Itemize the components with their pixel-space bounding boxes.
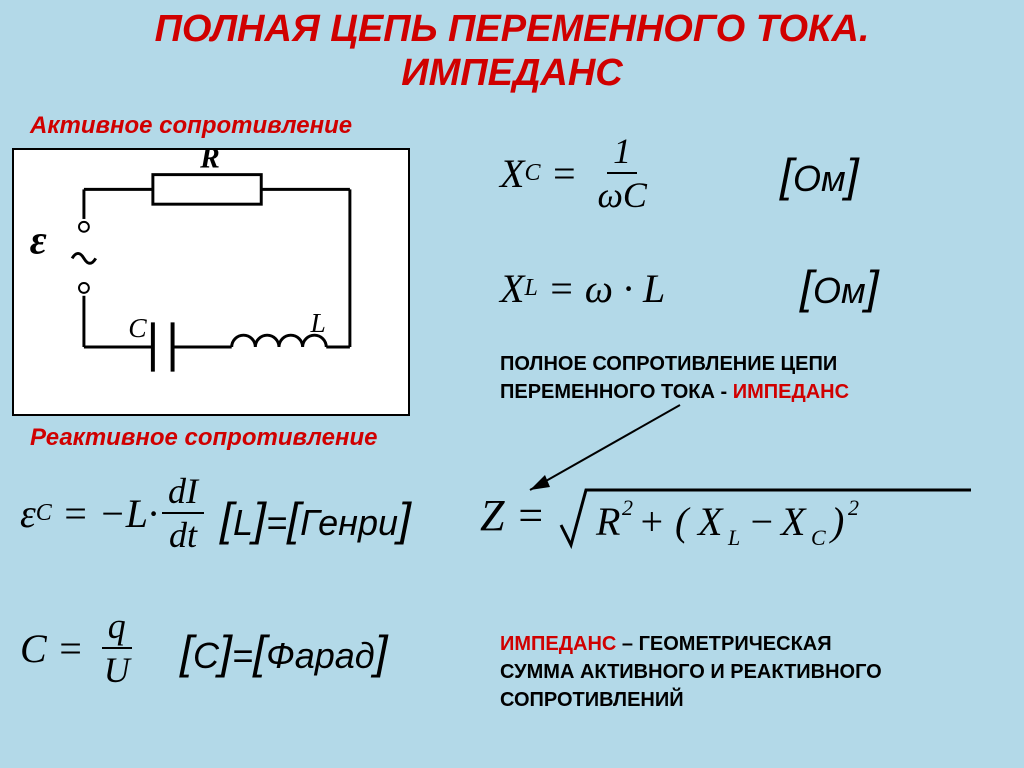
page-title: ПОЛНАЯ ЦЕПЬ ПЕРЕМЕННОГО ТОКА. ИМПЕДАНС: [0, 0, 1024, 95]
svg-text:R: R: [595, 499, 620, 544]
svg-text:+ (: + (: [638, 499, 691, 544]
title-line-2: ИМПЕДАНС: [401, 52, 622, 94]
unit-xc: [Ом]: [780, 148, 859, 202]
circuit-emf-label: ε: [30, 216, 47, 262]
svg-text:2: 2: [622, 495, 633, 520]
formula-xl: XL = ω · L: [500, 265, 665, 312]
circuit-C-label: C: [128, 312, 147, 343]
impedance-definition: ИМПЕДАНС – ГЕОМЕТРИЧЕСКАЯ СУММА АКТИВНОГ…: [500, 630, 882, 714]
circuit-diagram: R ε C L: [12, 148, 410, 416]
unit-c: [C]=[Фарад]: [180, 625, 388, 679]
label-reactive-resistance: Реактивное сопротивление: [18, 420, 389, 456]
label-active-resistance: Активное сопротивление: [18, 108, 364, 144]
svg-text:L: L: [727, 525, 740, 550]
formula-z: Z = R 2 + ( X L − X C ) 2: [480, 470, 976, 560]
formula-emf: εC = −L· dIdt: [20, 470, 208, 556]
svg-text:−: −: [748, 499, 775, 544]
svg-text:X: X: [696, 499, 724, 544]
unit-emf: [L]=[Генри]: [220, 492, 411, 546]
svg-text:X: X: [779, 499, 807, 544]
circuit-L-label: L: [309, 307, 325, 338]
svg-text:2: 2: [848, 495, 859, 520]
circuit-R-label: R: [199, 150, 220, 175]
svg-text:C: C: [811, 525, 826, 550]
svg-text:): ): [829, 499, 844, 544]
title-line-1: ПОЛНАЯ ЦЕПЬ ПЕРЕМЕННОГО ТОКА.: [155, 8, 870, 50]
unit-xl: [Ом]: [800, 260, 879, 314]
formula-xc: XC = 1ωC: [500, 130, 657, 216]
formula-c: C = qU: [20, 605, 140, 691]
